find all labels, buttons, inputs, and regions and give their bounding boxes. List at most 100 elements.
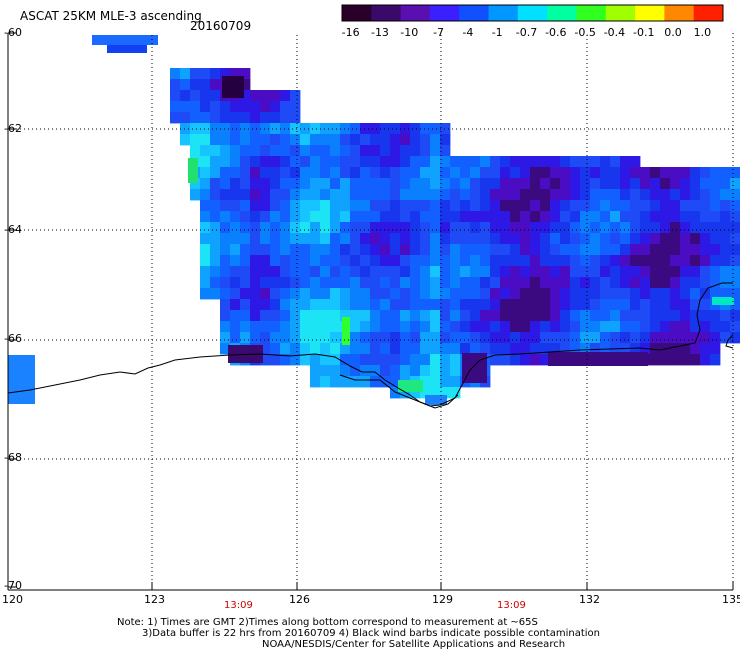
wind-data-cell: [430, 255, 441, 267]
wind-data-cell: [510, 288, 521, 300]
wind-data-cell: [680, 222, 691, 234]
wind-data-cell: [670, 266, 681, 278]
wind-data-cell: [300, 200, 311, 212]
wind-data-cell: [490, 321, 501, 333]
wind-data-cell: [520, 321, 531, 333]
wind-data-cell: [350, 222, 361, 234]
wind-data-cell: [400, 145, 411, 157]
wind-data-cell: [290, 233, 301, 245]
lon-label-120: 120: [2, 593, 23, 606]
wind-data-cell: [710, 222, 721, 234]
wind-data-cell: [710, 178, 721, 190]
wind-data-cell: [680, 244, 691, 256]
wind-data-cell: [270, 244, 281, 256]
wind-data-cell: [330, 222, 341, 234]
wind-data-cell: [210, 123, 221, 135]
wind-data-cell: [630, 255, 641, 267]
antarctic-coastline: [7, 282, 733, 407]
colorbar-tick-label: -0.7: [516, 26, 537, 39]
wind-data-cell: [510, 299, 521, 311]
wind-data-cell: [380, 123, 391, 135]
wind-data-cell: [630, 233, 641, 245]
wind-data-cell: [330, 244, 341, 256]
wind-data-cell: [730, 244, 740, 256]
wind-data-cell: [300, 156, 311, 168]
wind-data-cell: [310, 200, 321, 212]
wind-data-cell: [320, 200, 331, 212]
wind-data-cell: [580, 332, 591, 344]
wind-data-cell: [420, 343, 431, 355]
wind-data-cell: [210, 200, 221, 212]
wind-data-cell: [670, 200, 681, 212]
wind-data-cell: [210, 112, 221, 124]
wind-data-cell: [680, 167, 691, 179]
wind-data-cell: [360, 277, 371, 289]
wind-data-cell: [670, 343, 681, 355]
wind-data-cell: [320, 233, 331, 245]
wind-data-cell: [460, 299, 471, 311]
wind-data-cell: [540, 321, 551, 333]
wind-data-cell: [250, 244, 261, 256]
wind-data-cell: [730, 310, 740, 322]
wind-data-cell: [400, 233, 411, 245]
wind-data-cell: [490, 156, 501, 168]
wind-data-cell: [380, 200, 391, 212]
wind-data-cell: [340, 134, 351, 146]
wind-data-cell: [310, 178, 321, 190]
colorbar-swatch: [605, 5, 636, 21]
wind-data-cell: [210, 277, 221, 289]
wind-data-cell: [570, 178, 581, 190]
wind-data-cell: [480, 244, 491, 256]
wind-data-cell: [730, 299, 740, 311]
wind-data-cell: [430, 288, 441, 300]
wind-data-cell: [470, 244, 481, 256]
wind-data-cell: [700, 211, 711, 223]
wind-data-cell: [600, 200, 611, 212]
wind-data-cell: [430, 134, 441, 146]
wind-data-cell: [240, 299, 251, 311]
wind-data-cell: [620, 233, 631, 245]
wind-data-cell: [270, 90, 281, 102]
wind-data-cell: [520, 178, 531, 190]
wind-data-cell: [680, 299, 691, 311]
wind-data-cell: [670, 288, 681, 300]
wind-data-cell: [510, 332, 521, 344]
wind-data-cell: [280, 112, 291, 124]
wind-data-cell: [720, 233, 731, 245]
wind-data-cell: [590, 156, 601, 168]
wind-data-cell: [640, 288, 651, 300]
wind-data-cell: [690, 189, 701, 201]
wind-data-cell: [260, 244, 271, 256]
wind-data-cell: [440, 145, 451, 157]
wind-data-cell: [510, 233, 521, 245]
wind-data-cell: [700, 189, 711, 201]
wind-data-cell: [610, 167, 621, 179]
wind-data-cell: [700, 167, 711, 179]
wind-data-cell: [180, 68, 191, 80]
wind-data-cell: [440, 189, 451, 201]
wind-data-cell: [170, 101, 181, 113]
wind-data-cell: [400, 211, 411, 223]
wind-data-cell: [310, 123, 321, 135]
wind-data-cell: [260, 112, 271, 124]
wind-data-cell: [380, 277, 391, 289]
wind-data-cell: [490, 222, 501, 234]
wind-data-cell: [560, 266, 571, 278]
wind-data-cell: [320, 222, 331, 234]
wind-data-cell: [360, 178, 371, 190]
wind-data-cell: [230, 255, 241, 267]
wind-data-cell: [320, 156, 331, 168]
wind-data-cell: [440, 266, 451, 278]
wind-data-cell: [360, 266, 371, 278]
wind-data-cell: [290, 354, 301, 366]
wind-data-cell: [390, 376, 401, 388]
wind-data-cell: [222, 76, 244, 98]
wind-data-cell: [380, 266, 391, 278]
wind-data-cell: [340, 189, 351, 201]
wind-data-cell: [620, 266, 631, 278]
wind-data-cell: [510, 310, 521, 322]
wind-data-cell: [300, 244, 311, 256]
wind-data-cell: [280, 178, 291, 190]
wind-data-cell: [600, 288, 611, 300]
wind-data-cell: [200, 178, 211, 190]
